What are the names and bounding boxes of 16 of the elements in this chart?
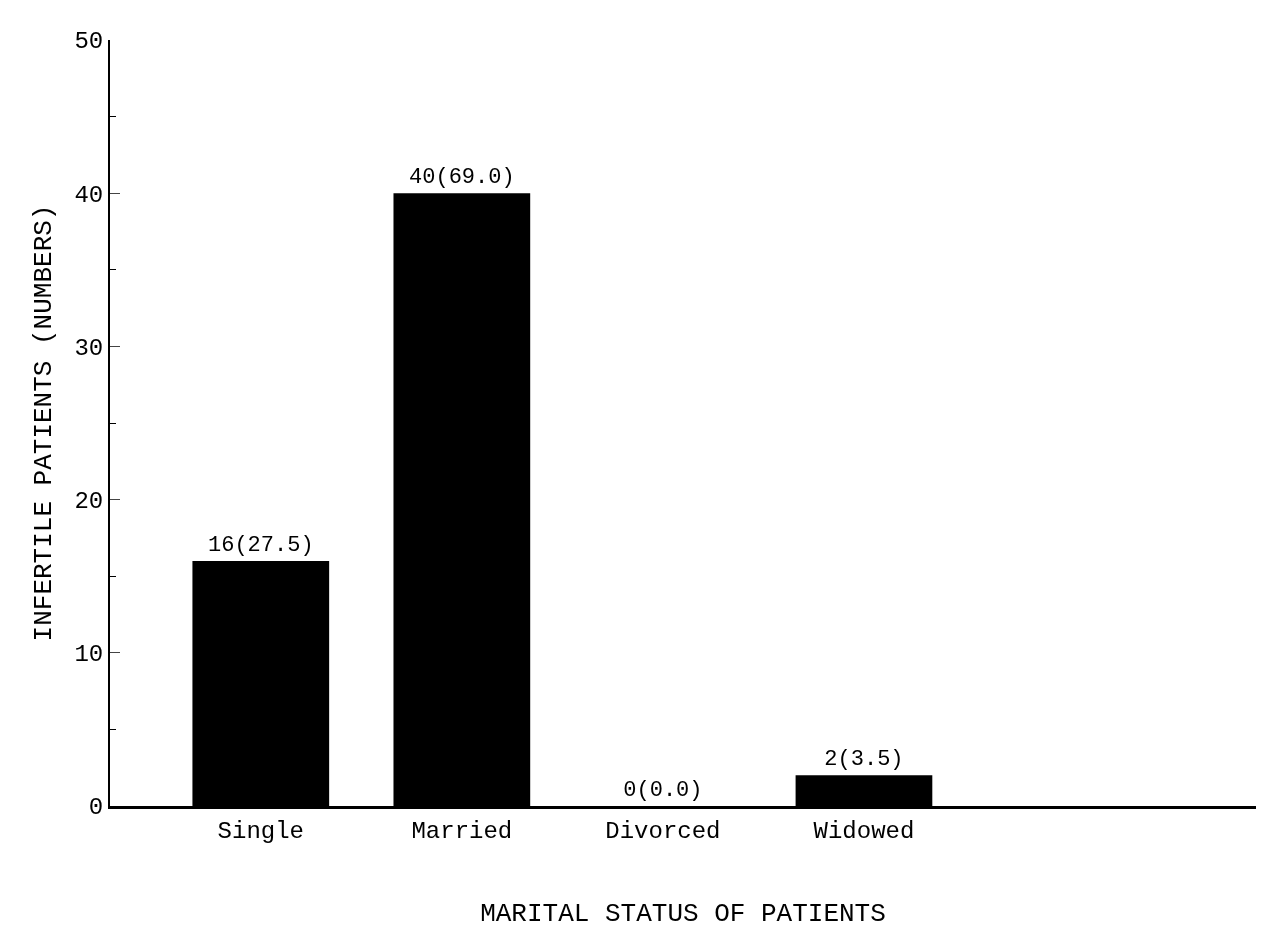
data-label: 0(0.0) <box>623 778 703 803</box>
x-tick-label: Widowed <box>813 817 915 845</box>
y-tick-label: 0 <box>88 794 104 822</box>
x-tick-label: Single <box>217 817 304 845</box>
x-tick-label: Divorced <box>605 817 721 845</box>
x-axis-title: MARITAL STATUS OF PATIENTS <box>480 899 886 930</box>
y-tick-label: 30 <box>74 334 104 362</box>
y-tick-label: 10 <box>74 641 104 669</box>
x-tick-label: Married <box>411 817 513 845</box>
y-axis-title: INFERTILE PATIENTS (NUMBERS) <box>29 204 60 642</box>
y-tick-label: 20 <box>74 488 104 515</box>
data-label: 16(27.5) <box>207 532 314 558</box>
y-tick-label: 40 <box>74 181 104 209</box>
data-label: 2(3.5) <box>824 747 904 773</box>
y-tick-label: 50 <box>74 28 104 56</box>
data-label: 40(69.0) <box>409 165 515 191</box>
